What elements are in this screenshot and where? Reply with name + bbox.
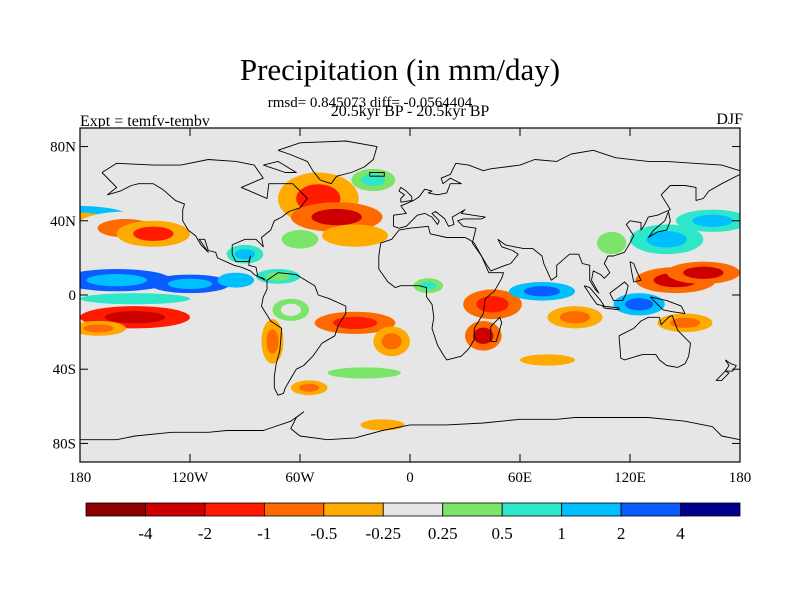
coastline	[490, 316, 503, 342]
anomaly-contour-core	[692, 214, 733, 227]
anomaly-contour-core	[361, 173, 386, 187]
coastline	[101, 159, 308, 281]
anomaly-contour	[597, 231, 627, 255]
colorbar-label: -0.5	[310, 524, 337, 543]
colorbar-label: 4	[676, 524, 685, 543]
anomaly-contour-core	[280, 303, 301, 316]
colorbar-label: -0.25	[366, 524, 401, 543]
anomaly-contour-core	[167, 278, 213, 289]
lat-tick-label: 80S	[53, 436, 76, 452]
map-title: Precipitation (in mm/day)	[239, 52, 561, 87]
colorbar-label: 2	[617, 524, 626, 543]
anomaly-contour	[520, 354, 575, 366]
coastline	[618, 314, 691, 368]
anomaly-contour-core	[559, 311, 591, 324]
anomaly-contour-core	[683, 266, 724, 279]
anomaly-contour-core	[311, 208, 362, 226]
anomaly-contour-core	[523, 286, 561, 297]
colorbar-swatch	[323, 502, 384, 517]
colorbar: -4 -2 -1 -0.5 -0.25 0.25 0.5 1 2 4	[85, 502, 741, 543]
coastline	[263, 160, 297, 173]
lon-tick-label: 120E	[614, 470, 646, 486]
period-line: 20.5kyr BP - 20.5kyr BP	[330, 103, 490, 120]
colorbar-label: 1	[557, 524, 566, 543]
anomaly-contour-core	[265, 272, 291, 281]
lon-tick-label: 0	[406, 470, 414, 486]
lat-tick-label: 40S	[53, 362, 76, 378]
lat-tick-label: 80N	[50, 140, 76, 156]
lon-tick-label: 180	[69, 470, 92, 486]
colorbar-swatch	[501, 502, 563, 517]
lon-tick-label: 180	[729, 470, 752, 486]
coastline	[261, 272, 347, 396]
colorbar-swatch	[382, 502, 444, 517]
lon-tick-label: 60W	[285, 470, 315, 486]
anomaly-contour-core	[420, 281, 437, 290]
stats-line: rmsd= 0.845073 diff= -0.0564404	[267, 95, 473, 111]
anomaly-contour	[360, 419, 405, 431]
anomaly-contour-core	[133, 226, 174, 241]
axis-ticks: 80N 40N 0 40S 80S 180 120W 60W 0 60E 120E 180	[50, 128, 751, 486]
anomaly-contour-core	[104, 311, 166, 324]
colorbar-swatch	[145, 502, 206, 517]
coastline	[647, 211, 671, 238]
anomaly-contour-core	[473, 327, 494, 344]
colorbar-swatch	[442, 502, 503, 517]
lon-tick-label: 120W	[172, 470, 210, 486]
coastline	[277, 140, 378, 185]
colorbar-label: -2	[198, 524, 212, 543]
experiment-label: Expt = temfv-tembv	[80, 113, 210, 130]
anomaly-contour	[327, 367, 401, 379]
anomaly-contour-core	[299, 383, 320, 392]
anomaly-contour-core	[86, 274, 147, 287]
coastline	[715, 370, 730, 381]
precipitation-anomaly-field	[80, 168, 740, 431]
coastline	[629, 261, 642, 283]
colorbar-label: -1	[257, 524, 271, 543]
coastline	[80, 411, 740, 441]
colorbar-swatch	[85, 502, 146, 517]
anomaly-contour-core	[234, 249, 256, 260]
anomaly-contour	[281, 230, 319, 249]
coastline	[398, 186, 413, 203]
anomaly-contour	[322, 224, 388, 247]
lon-tick-label: 60E	[508, 470, 532, 486]
colorbar-label: 0.5	[492, 524, 513, 543]
lat-tick-label: 40N	[50, 214, 76, 230]
anomaly-contour-core	[646, 231, 687, 248]
anomaly-contour	[80, 293, 190, 305]
anomaly-contour-core	[266, 329, 279, 354]
anomaly-contour-core	[83, 324, 114, 333]
colorbar-swatch	[680, 502, 741, 517]
season-label: DJF	[716, 111, 743, 128]
anomaly-contour-core	[625, 298, 654, 311]
coastline	[393, 149, 740, 294]
anomaly-contour-core	[476, 296, 509, 313]
anomaly-contour-core	[332, 316, 378, 329]
coastline	[378, 225, 504, 361]
coastline	[369, 172, 385, 177]
anomaly-contour-core	[225, 276, 246, 285]
coastline	[724, 359, 737, 372]
colorbar-label: -4	[138, 524, 153, 543]
coastline	[649, 296, 686, 315]
colorbar-swatch	[620, 502, 681, 517]
coastlines	[80, 140, 740, 441]
lat-tick-label: 0	[69, 288, 77, 304]
colorbar-swatch	[204, 502, 265, 517]
colorbar-label: 0.25	[428, 524, 458, 543]
anomaly-contour-core	[669, 317, 701, 328]
colorbar-swatch	[263, 502, 325, 517]
colorbar-swatch	[561, 502, 622, 517]
coastline	[602, 305, 620, 311]
anomaly-contour-core	[381, 333, 402, 350]
coastline	[609, 281, 629, 302]
